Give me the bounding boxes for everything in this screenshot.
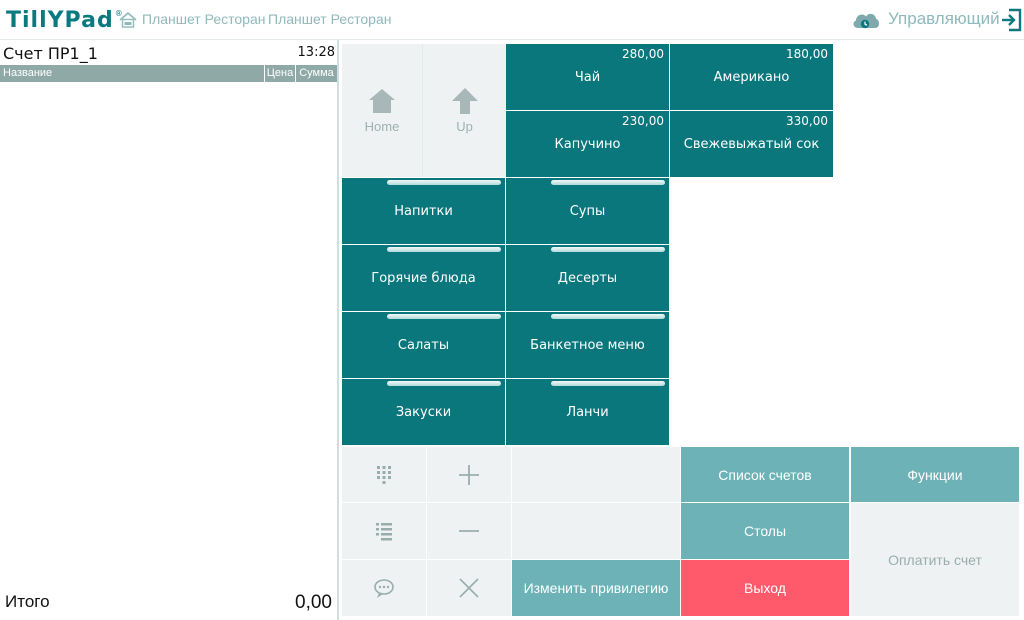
keypad-icon	[377, 465, 391, 484]
list-icon	[376, 523, 392, 541]
user-name[interactable]: Управляющий	[888, 9, 1000, 28]
group-name: Супы	[569, 204, 606, 219]
tables-button[interactable]: Столы	[681, 503, 849, 559]
total-value: 0,00	[295, 592, 332, 613]
group-indicator	[551, 180, 665, 185]
product-price: 280,00	[622, 47, 664, 61]
up-label: Up	[456, 119, 473, 134]
group-name: Десерты	[557, 271, 618, 286]
breadcrumb-item[interactable]: Планшет Ресторан	[142, 11, 266, 27]
check-table-header: Название Цена Сумма	[0, 65, 337, 82]
menu-group-tile[interactable]: Напитки	[342, 178, 505, 244]
minus-icon	[459, 530, 479, 532]
plus-icon	[459, 464, 479, 485]
product-price: 180,00	[786, 47, 828, 61]
group-indicator	[387, 247, 501, 252]
menu-navigation: Home Up	[342, 44, 506, 177]
menu-group-tile[interactable]: Десерты	[506, 245, 669, 311]
cloud-icon	[853, 13, 880, 29]
column-sum: Сумма	[299, 67, 334, 79]
product-price: 230,00	[622, 114, 664, 128]
group-name: Закуски	[395, 405, 452, 420]
check-panel: Счет ПР1_1 13:28 Название Цена Сумма Ито…	[0, 40, 339, 620]
remove-quantity-button[interactable]	[427, 503, 511, 559]
group-indicator	[551, 247, 665, 252]
comment-icon	[374, 579, 394, 598]
comment-button[interactable]	[342, 560, 426, 616]
menu-group-tile[interactable]: Ланчи	[506, 379, 669, 445]
column-price: Цена	[265, 65, 296, 82]
group-indicator	[387, 314, 501, 319]
group-indicator	[387, 381, 501, 386]
functions-button[interactable]: Функции	[851, 447, 1019, 502]
home-icon	[369, 89, 395, 113]
menu-group-tile[interactable]: Банкетное меню	[506, 312, 669, 378]
pay-check-button[interactable]: Оплатить счет	[851, 503, 1019, 616]
group-name: Салаты	[397, 338, 450, 353]
home-button[interactable]: Home	[342, 44, 423, 177]
check-title: Счет ПР1_1	[3, 44, 98, 63]
group-indicator	[387, 180, 501, 185]
check-time: 13:28	[297, 45, 335, 60]
product-tile[interactable]: 230,00 Капучино	[506, 111, 669, 177]
up-button[interactable]: Up	[424, 44, 505, 177]
exit-button[interactable]: Выход	[681, 560, 849, 616]
product-name: Капучино	[554, 137, 621, 152]
logout-icon[interactable]	[1000, 8, 1022, 32]
product-tile[interactable]: 330,00 Свежевыжатый сок	[670, 111, 833, 177]
arrow-up-icon	[451, 88, 478, 114]
empty-slot	[512, 503, 680, 559]
group-name: Напитки	[394, 204, 453, 219]
breadcrumb-item[interactable]: Планшет Ресторан	[268, 11, 392, 27]
logo-registered-mark: ®	[114, 8, 123, 18]
logo-text: TillYPad	[6, 7, 114, 33]
product-name: Американо	[713, 70, 790, 85]
menu-group-tile[interactable]: Супы	[506, 178, 669, 244]
home-label: Home	[364, 119, 400, 134]
total-label: Итого	[5, 592, 50, 611]
menu-group-tile[interactable]: Закуски	[342, 379, 505, 445]
group-name: Банкетное меню	[530, 338, 645, 353]
check-list-button[interactable]: Список счетов	[681, 447, 849, 502]
group-indicator	[551, 381, 665, 386]
close-icon	[459, 578, 479, 598]
order-list-button[interactable]	[342, 503, 426, 559]
product-name: Чай	[574, 70, 601, 85]
keypad-button[interactable]	[342, 447, 426, 502]
home-crumb-icon[interactable]	[119, 12, 137, 28]
menu-group-tile[interactable]: Горячие блюда	[342, 245, 505, 311]
menu-group-tile[interactable]: Салаты	[342, 312, 505, 378]
column-name: Название	[0, 65, 265, 82]
group-name: Ланчи	[566, 405, 609, 420]
product-tile[interactable]: 180,00 Американо	[670, 44, 833, 110]
product-price: 330,00	[786, 114, 828, 128]
top-bar: TillYPad ® Планшет Ресторан Планшет Рест…	[0, 0, 1024, 40]
change-privilege-button[interactable]: Изменить привилегию	[512, 560, 680, 616]
group-name: Горячие блюда	[371, 271, 476, 286]
empty-slot	[512, 447, 680, 502]
tillypad-logo: TillYPad ®	[6, 7, 123, 33]
add-quantity-button[interactable]	[427, 447, 511, 502]
group-indicator	[551, 314, 665, 319]
product-tile[interactable]: 280,00 Чай	[506, 44, 669, 110]
product-name: Свежевыжатый сок	[683, 137, 820, 152]
delete-item-button[interactable]	[427, 560, 511, 616]
